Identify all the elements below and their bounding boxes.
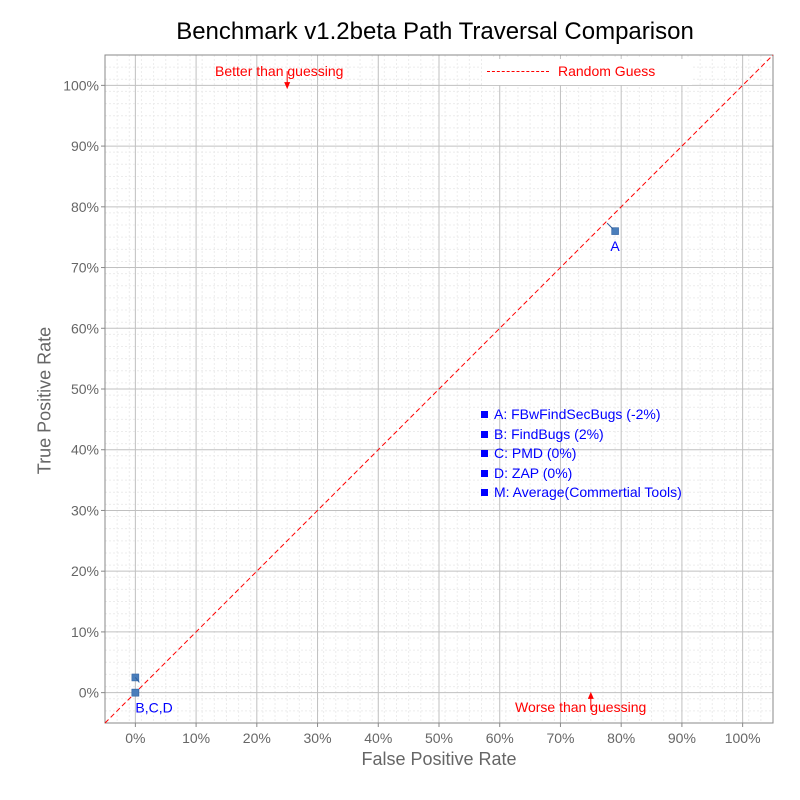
tool-key-list: A: FBwFindSecBugs (-2%) B: FindBugs (2%)…	[481, 405, 682, 503]
data-point-a	[611, 227, 619, 235]
tool-key-item: A: FBwFindSecBugs (-2%)	[481, 405, 682, 425]
y-axis-label: True Positive Rate	[34, 326, 55, 475]
point-label: B,C,D	[135, 700, 172, 716]
square-bullet-icon	[481, 489, 488, 496]
point-label: A	[610, 238, 620, 254]
tool-key-item: M: Average(Commertial Tools)	[481, 483, 682, 503]
y-tick-label: 30%	[71, 502, 99, 518]
tool-key-text: D: ZAP (0%)	[494, 464, 573, 481]
x-axis-label: False Positive Rate	[361, 749, 517, 769]
tool-key-item: B: FindBugs (2%)	[481, 425, 682, 445]
random-guess-line	[104, 54, 774, 724]
x-tick-label: 100%	[725, 730, 761, 746]
point-marker-tick	[134, 677, 140, 683]
x-tick-label: 30%	[304, 730, 332, 746]
x-tick-label: 90%	[668, 730, 696, 746]
point-marker-tick	[606, 222, 614, 230]
tool-key-text: A: FBwFindSecBugs (-2%)	[494, 406, 661, 422]
y-tick-label: 70%	[71, 260, 99, 276]
x-tick-label: 10%	[182, 730, 210, 746]
tool-key-item: D: ZAP (0%)	[481, 464, 682, 484]
x-tick-label: 50%	[425, 730, 453, 746]
y-tick-label: 40%	[71, 442, 99, 458]
annotation-worse-than-guessing: Worse than guessing	[515, 699, 647, 715]
x-tick-label: 60%	[486, 730, 514, 746]
square-bullet-icon	[481, 450, 488, 457]
y-tick-label: 100%	[63, 77, 99, 93]
y-tick-label: 20%	[71, 563, 99, 579]
chart-title: Benchmark v1.2beta Path Traversal Compar…	[176, 18, 694, 45]
annotation-better-than-guessing: Better than guessing	[215, 63, 344, 79]
y-tick-label: 60%	[71, 320, 99, 336]
y-tick-label: 90%	[71, 138, 99, 154]
tool-key-item: C: PMD (0%)	[481, 444, 682, 464]
legend-background	[482, 59, 692, 85]
tool-key-text: B: FindBugs (2%)	[494, 425, 604, 442]
arrow-down-icon	[284, 82, 291, 90]
x-tick-label: 20%	[243, 730, 271, 746]
square-bullet-icon	[481, 430, 488, 438]
tool-key-text: M: Average(Commertial Tools)	[494, 484, 682, 500]
legend-label-random-guess: Random Guess	[558, 63, 656, 79]
data-point-d	[131, 688, 140, 697]
x-tick-label: 0%	[125, 730, 145, 746]
tool-key-text: C: PMD (0%)	[494, 445, 577, 461]
square-bullet-icon	[481, 469, 488, 477]
y-tick-label: 50%	[71, 381, 99, 397]
y-tick-label: 10%	[71, 624, 99, 640]
legend-line-random-guess	[487, 71, 549, 72]
y-tick-label: 0%	[79, 685, 99, 701]
x-tick-label: 70%	[546, 730, 574, 746]
y-tick-label: 80%	[71, 199, 99, 215]
square-bullet-icon	[481, 411, 488, 418]
arrow-up-icon	[587, 691, 594, 699]
x-tick-label: 80%	[607, 730, 635, 746]
x-tick-label: 40%	[364, 730, 392, 746]
